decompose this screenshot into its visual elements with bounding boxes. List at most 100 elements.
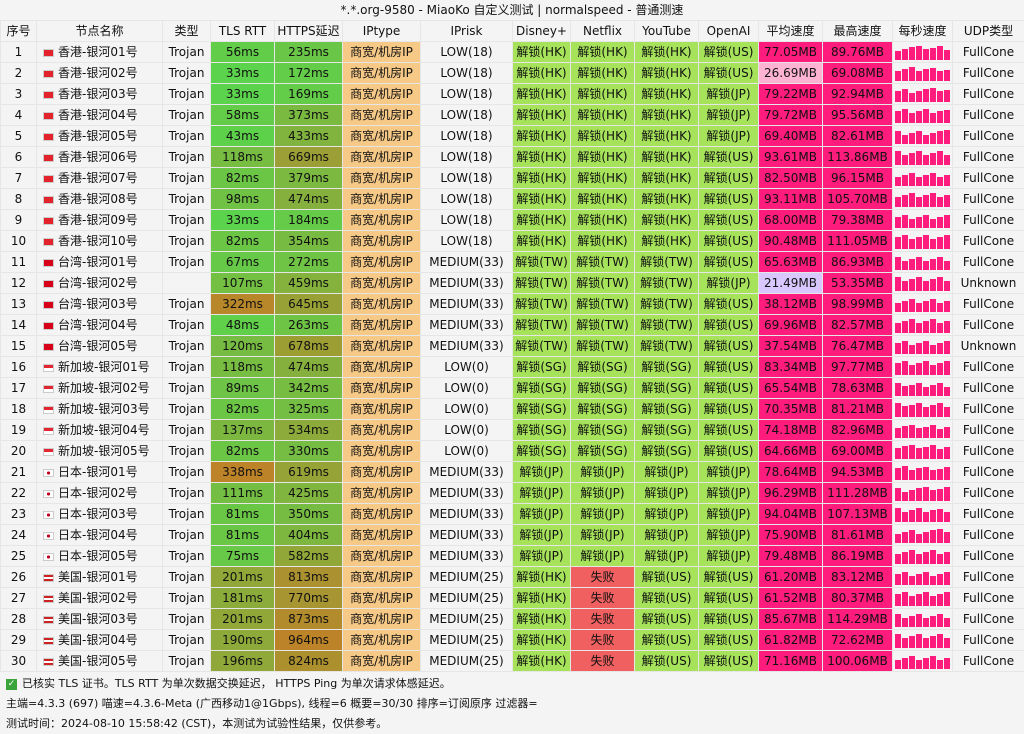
youtube-cell: 解锁(US) [635, 651, 699, 672]
node-name-cell: 新加坡-银河05号 [37, 441, 163, 462]
max-cell: 98.99MB [823, 294, 893, 315]
per-second-sparkline [893, 315, 953, 336]
udp-cell: Unknown [953, 336, 1024, 357]
youtube-cell: 解锁(HK) [635, 189, 699, 210]
col-tls: TLS RTT [211, 21, 275, 42]
youtube-cell: 解锁(HK) [635, 147, 699, 168]
sparkline-bar [895, 303, 901, 312]
per-second-sparkline [893, 441, 953, 462]
sparkline-bars [895, 382, 951, 396]
avg-cell: 69.96MB [759, 315, 823, 336]
udp-cell: FullCone [953, 504, 1024, 525]
footer: ✓已核实 TLS 证书。TLS RTT 为单次数据交换延迟， HTTPS Pin… [0, 672, 1024, 734]
openai-cell: 解锁(US) [699, 630, 759, 651]
openai-cell: 解锁(US) [699, 252, 759, 273]
us-flag-icon [43, 637, 54, 645]
id-cell: 29 [1, 630, 37, 651]
openai-cell: 解锁(US) [699, 147, 759, 168]
max-cell: 86.19MB [823, 546, 893, 567]
sparkline-bar [902, 69, 908, 80]
sparkline-bar [937, 131, 943, 143]
sparkline-bar [937, 111, 943, 122]
max-cell: 95.56MB [823, 105, 893, 126]
sparkline-bar [895, 468, 901, 479]
sparkline-bar [930, 550, 936, 563]
sparkline-bars [895, 655, 951, 669]
per-second-sparkline [893, 546, 953, 567]
sparkline-bar [937, 594, 943, 605]
disney-cell: 解锁(HK) [513, 210, 571, 231]
sparkline-bar [916, 131, 922, 143]
sparkline-bars [895, 487, 951, 501]
max-cell: 83.12MB [823, 567, 893, 588]
sparkline-bar [937, 403, 943, 417]
sparkline-bar [902, 301, 908, 312]
node-name-cell: 香港-银河07号 [37, 168, 163, 189]
node-name-cell: 日本-银河04号 [37, 525, 163, 546]
iprisk-cell: LOW(18) [421, 42, 513, 63]
max-cell: 82.61MB [823, 126, 893, 147]
sparkline-bar [909, 319, 915, 333]
udp-cell: FullCone [953, 651, 1024, 672]
node-name-cell: 日本-银河05号 [37, 546, 163, 567]
sparkline-bar [944, 155, 950, 164]
sparkline-bar [930, 596, 936, 605]
sparkline-bars [895, 298, 951, 312]
avg-cell: 38.12MB [759, 294, 823, 315]
sparkline-bar [916, 303, 922, 312]
type-cell: Trojan [163, 546, 211, 567]
tls-cell: 98ms [211, 189, 275, 210]
sparkline-bar [930, 445, 936, 459]
sparkline-bars [895, 571, 951, 585]
sparkline-bar [930, 365, 936, 375]
youtube-cell: 解锁(US) [635, 588, 699, 609]
youtube-cell: 解锁(JP) [635, 525, 699, 546]
node-name: 香港-银河03号 [58, 87, 138, 101]
node-name: 新加坡-银河05号 [58, 444, 150, 458]
us-flag-icon [43, 616, 54, 624]
node-name-cell: 香港-银河02号 [37, 63, 163, 84]
iptype-cell: 商宽/机房IP [343, 126, 421, 147]
youtube-cell: 解锁(HK) [635, 231, 699, 252]
avg-cell: 74.18MB [759, 420, 823, 441]
iprisk-cell: LOW(18) [421, 210, 513, 231]
sparkline-bar [909, 133, 915, 143]
sparkline-bar [895, 277, 901, 291]
https-cell: 669ms [275, 147, 343, 168]
disney-cell: 解锁(TW) [513, 252, 571, 273]
sparkline-bar [895, 448, 901, 458]
sparkline-bar [944, 215, 950, 227]
per-second-sparkline [893, 231, 953, 252]
sparkline-bars [895, 151, 951, 165]
sparkline-bar [916, 46, 922, 60]
sparkline-bar [930, 113, 936, 122]
node-name-cell: 香港-银河05号 [37, 126, 163, 147]
node-name-cell: 美国-银河02号 [37, 588, 163, 609]
sparkline-bar [923, 261, 929, 270]
youtube-cell: 解锁(JP) [635, 483, 699, 504]
sparkline-bar [944, 427, 950, 438]
id-cell: 7 [1, 168, 37, 189]
netflix-cell: 解锁(TW) [571, 315, 635, 336]
sparkline-bar [909, 279, 915, 291]
tw-flag-icon [43, 259, 54, 267]
youtube-cell: 解锁(TW) [635, 273, 699, 294]
sparkline-bar [930, 319, 936, 332]
max-cell: 97.77MB [823, 357, 893, 378]
per-second-sparkline [893, 504, 953, 525]
sparkline-bar [944, 361, 950, 374]
hk-flag-icon [43, 196, 54, 204]
sparkline-bar [930, 470, 936, 479]
node-name: 日本-银河02号 [58, 486, 138, 500]
sparkline-bar [930, 219, 936, 228]
node-name: 美国-银河04号 [58, 633, 138, 647]
hk-flag-icon [43, 133, 54, 141]
node-name-cell: 香港-银河09号 [37, 210, 163, 231]
per-second-sparkline [893, 336, 953, 357]
us-flag-icon [43, 574, 54, 582]
node-name-cell: 香港-银河01号 [37, 42, 163, 63]
max-cell: 114.29MB [823, 609, 893, 630]
col-per-second: 每秒速度 [893, 21, 953, 42]
